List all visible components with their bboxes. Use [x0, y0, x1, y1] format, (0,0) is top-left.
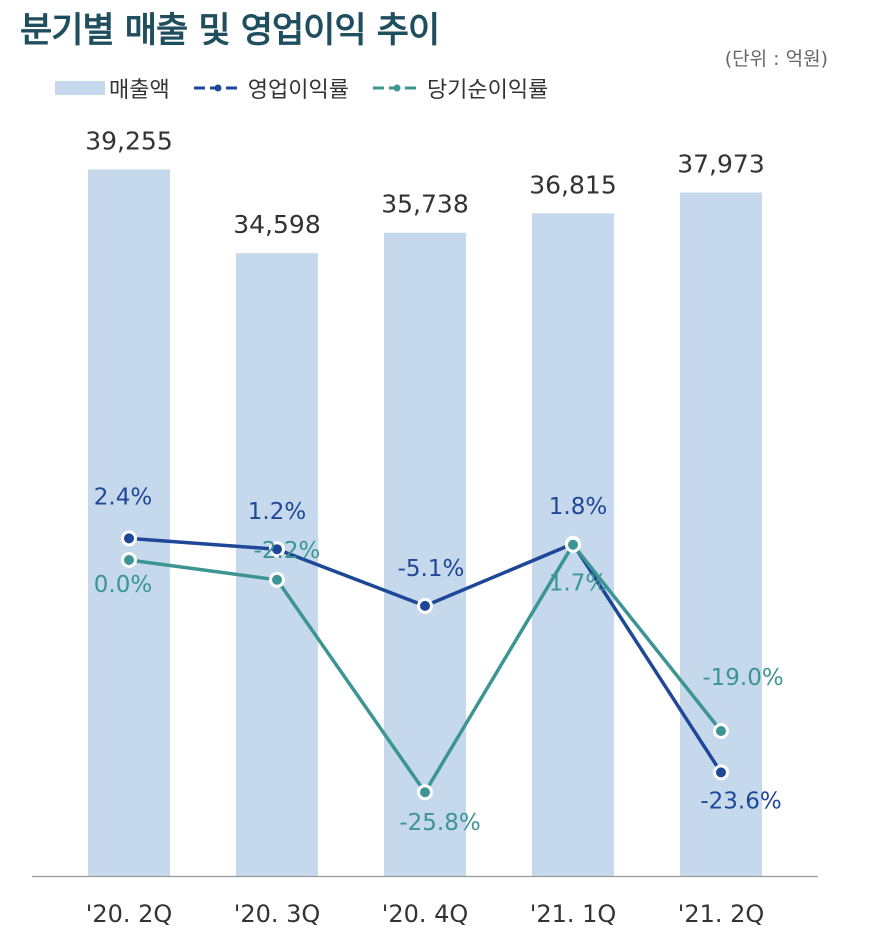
legend-item-operating-margin: 영업이익률	[193, 72, 349, 104]
bar-3	[384, 232, 466, 876]
legend-item-net-margin: 당기순이익률	[372, 72, 549, 104]
operating-margin-point	[713, 764, 729, 781]
legend-label-net-margin: 당기순이익률	[426, 78, 549, 103]
x-tick-label: '20. 3Q	[234, 900, 321, 928]
net-margin-point	[565, 536, 581, 553]
legend-swatch-operating-margin	[193, 82, 242, 94]
bar-value-label: 37,973	[677, 149, 764, 178]
legend-item-revenue: 매출액	[55, 72, 170, 104]
operating-margin-point	[417, 597, 433, 614]
net-margin-value-label: -19.0%	[702, 665, 783, 691]
operating-margin-value-label: 2.4%	[94, 484, 152, 510]
net-margin-value-label: -2.2%	[254, 538, 321, 564]
bar-value-label: 34,598	[233, 210, 320, 239]
net-margin-point	[417, 784, 433, 801]
x-tick-label: '21. 1Q	[530, 900, 617, 928]
net-margin-value-label: 1.7%	[549, 571, 607, 597]
x-tick-label: '20. 4Q	[382, 900, 469, 928]
operating-margin-value-label: -5.1%	[398, 556, 465, 582]
bars-layer	[88, 169, 762, 877]
net-margin-point	[121, 552, 137, 568]
x-tick-label: '21. 2Q	[678, 900, 765, 928]
net-margin-value-label: -25.8%	[399, 810, 480, 836]
net-margin-value-label: 0.0%	[94, 572, 152, 598]
unit-note: (단위 : 억원)	[724, 48, 828, 70]
net-margin-point	[713, 723, 729, 739]
bar-1	[88, 169, 170, 876]
bar-value-label: 36,815	[529, 170, 616, 199]
net-margin-point	[269, 571, 285, 588]
operating-margin-point	[269, 541, 285, 558]
chart-title: 분기별 매출 및 영업이익 추이	[20, 11, 440, 51]
legend-label-operating-margin: 영업이익률	[247, 78, 349, 103]
operating-margin-value-label: 1.8%	[549, 494, 607, 520]
operating-margin-value-label: 1.2%	[248, 499, 306, 525]
labels-layer: 39,255 34,598 35,738 36,815 37,973 '20. 2Q '20…	[85, 126, 783, 928]
legend-label-revenue: 매출액	[109, 78, 170, 103]
legend-swatch-revenue	[55, 81, 105, 95]
bar-value-label: 35,738	[381, 190, 468, 219]
legend: 매출액 영업이익률 당기순이익률	[55, 72, 572, 104]
x-tick-label: '20. 2Q	[86, 900, 173, 928]
bar-5	[680, 192, 762, 877]
bar-2	[236, 253, 318, 877]
operating-margin-value-label: -23.6%	[700, 788, 781, 814]
operating-margin-point	[121, 530, 137, 547]
lines-layer	[121, 530, 729, 801]
bar-value-label: 39,255	[85, 126, 172, 155]
legend-swatch-net-margin	[372, 82, 421, 94]
